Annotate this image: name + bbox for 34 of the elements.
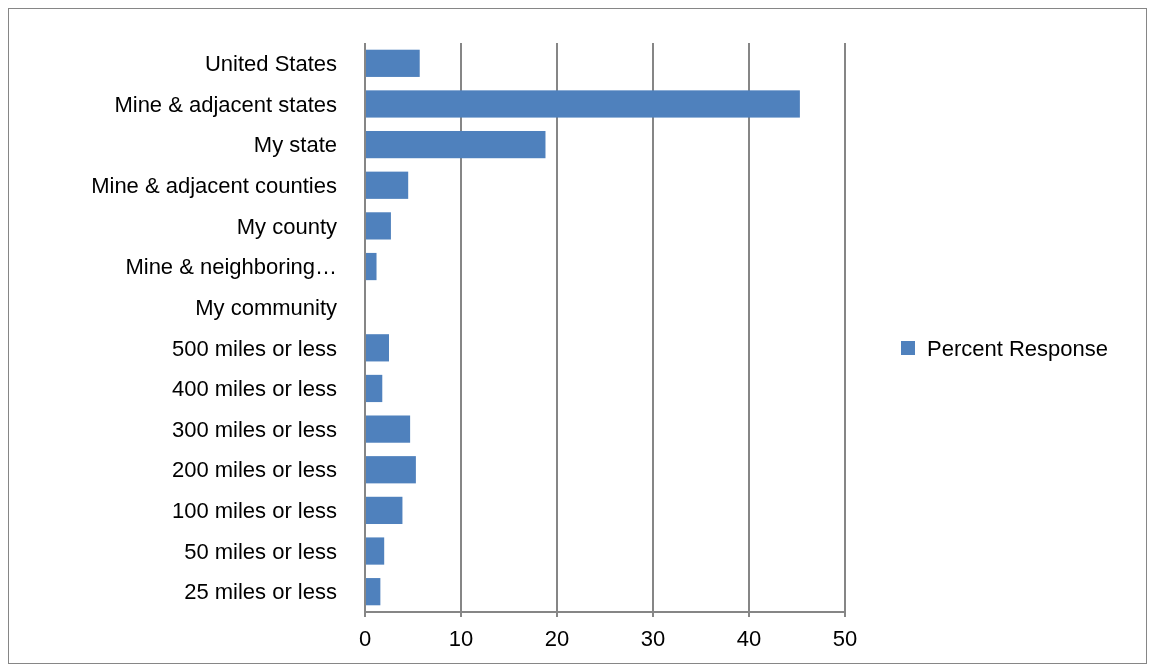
- bar: [365, 537, 385, 565]
- bar: [365, 374, 383, 403]
- x-tick-label: 0: [358, 626, 372, 651]
- legend-label: Percent Response: [927, 335, 1108, 361]
- x-tick-label: 10: [448, 626, 474, 651]
- x-tick-label: 20: [544, 626, 570, 651]
- y-tick-label: 300 miles or less: [171, 416, 337, 442]
- y-tick-label: My county: [236, 213, 337, 239]
- y-tick-label: Mine & adjacent counties: [91, 172, 337, 198]
- bar: [365, 252, 377, 281]
- bar: [365, 90, 800, 118]
- y-tick-label: 400 miles or less: [171, 376, 337, 402]
- y-tick-label: 25 miles or less: [184, 579, 337, 605]
- bar: [365, 171, 409, 199]
- bar: [365, 49, 420, 77]
- y-tick-label: 50 miles or less: [184, 538, 337, 564]
- y-tick-label: 100 miles or less: [171, 498, 337, 524]
- bar: [365, 456, 416, 484]
- bar: [365, 578, 381, 606]
- y-tick-label: 200 miles or less: [171, 457, 337, 483]
- x-tick-label: 50: [832, 626, 858, 651]
- y-tick-label: 500 miles or less: [171, 335, 337, 361]
- x-tick-label: 40: [736, 626, 762, 651]
- bar: [365, 496, 403, 525]
- y-tick-label: Mine & neighboring…: [125, 254, 337, 280]
- bar: [365, 130, 546, 159]
- y-tick-label: My state: [253, 132, 337, 158]
- bar: [365, 212, 391, 240]
- bar: [365, 415, 411, 443]
- y-tick-label: Mine & adjacent states: [114, 91, 337, 117]
- y-tick-label: United States: [204, 51, 337, 77]
- bar: [365, 334, 389, 362]
- x-tick-label: 30: [640, 626, 666, 651]
- y-tick-label: My community: [195, 294, 337, 320]
